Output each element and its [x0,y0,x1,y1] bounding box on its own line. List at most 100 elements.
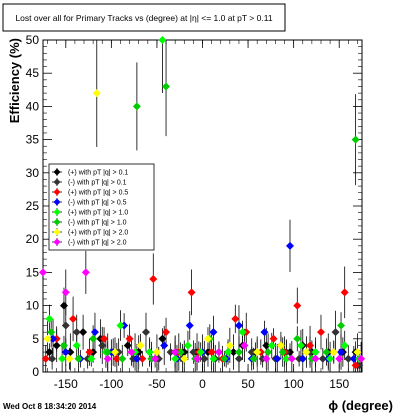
x-tick-label: -100 [99,377,123,391]
data-point [344,354,353,363]
data-point [160,341,169,350]
data-point [132,102,141,111]
data-point [98,341,107,350]
legend-marker [53,218,61,226]
data-point [72,341,81,350]
data-point [100,334,109,343]
data-point [89,334,98,343]
data-point [249,354,258,363]
data-point [349,354,358,363]
y-tick-label: 25 [26,199,40,213]
data-point [187,288,196,297]
legend-label: (+) with pT |q| > 1.0 [68,210,128,217]
data-point [357,354,366,363]
data-point [276,341,285,350]
data-point [162,328,171,337]
data-point [43,334,52,343]
data-point [209,328,218,337]
data-point [306,341,315,350]
y-tick-label: 0 [32,365,39,379]
data-point [132,354,141,363]
data-point [225,341,234,350]
legend-marker [53,168,61,176]
data-point [253,348,262,357]
data-point [39,268,47,277]
data-point [49,334,58,343]
legend-marker [53,198,61,206]
data-point [45,314,54,323]
data-markers [39,36,366,370]
x-tick-label: 50 [241,377,255,391]
data-point [262,354,271,363]
data-point [326,354,335,363]
data-point [111,348,120,357]
data-point [183,341,192,350]
data-point [112,354,121,363]
data-point [293,334,302,343]
data-point [185,321,194,330]
x-tick-label: -50 [148,377,166,391]
data-point [269,334,278,343]
timestamp: Wed Oct 8 18:34:20 2014 [3,402,97,411]
y-tick-label: 30 [26,166,40,180]
data-point [92,89,101,98]
data-point [123,341,132,350]
data-point [311,348,320,357]
data-point [331,328,340,337]
data-point [149,275,158,284]
data-point [103,354,112,363]
data-point [171,354,180,363]
y-tick-label: 5 [32,332,39,346]
data-point [158,334,167,343]
data-point [152,348,161,357]
data-point [166,348,175,357]
data-point [287,354,296,363]
y-axis-label: Efficiency (%) [7,38,22,123]
data-point [316,328,325,337]
data-point [302,348,311,357]
data-point [81,268,90,277]
data-point [264,348,273,357]
data-point [59,341,68,350]
data-point [234,348,243,357]
data-point [340,341,349,350]
data-point [45,348,54,357]
data-point [207,348,216,357]
data-point [125,334,134,343]
legend-marker [53,178,61,186]
x-tick-label: -150 [54,377,78,391]
data-point [162,82,171,91]
data-point [273,354,282,363]
data-point [59,301,68,310]
y-tick-label: 20 [26,232,40,246]
y-tick-label: 50 [26,33,40,47]
data-point [47,328,56,337]
y-tick-label: 45 [26,66,40,80]
axis-ticks: -150 -100 -50 0 50 100 150 0 5 10 15 20 25 30 35 40 45 50 [26,33,362,391]
data-point [69,314,78,323]
data-point [311,354,320,363]
legend-label: (+) with pT |q| > 0.1 [68,170,128,177]
data-point [58,354,67,363]
data-point [240,341,249,350]
data-point [61,288,70,297]
legend-marker [53,238,61,246]
data-point [200,354,209,363]
data-point [234,354,243,363]
data-point [351,135,360,144]
data-point [229,348,238,357]
data-point [103,348,112,357]
x-tick-label: 150 [329,377,349,391]
data-point [189,348,198,357]
data-point [52,341,61,350]
data-point [298,354,307,363]
data-point [220,354,229,363]
data-point [158,36,167,44]
data-point [196,348,205,357]
data-point [136,341,145,350]
data-point [87,354,96,363]
legend-marker [53,228,61,236]
data-point [72,328,81,337]
data-point [267,341,276,350]
data-point [353,348,362,357]
